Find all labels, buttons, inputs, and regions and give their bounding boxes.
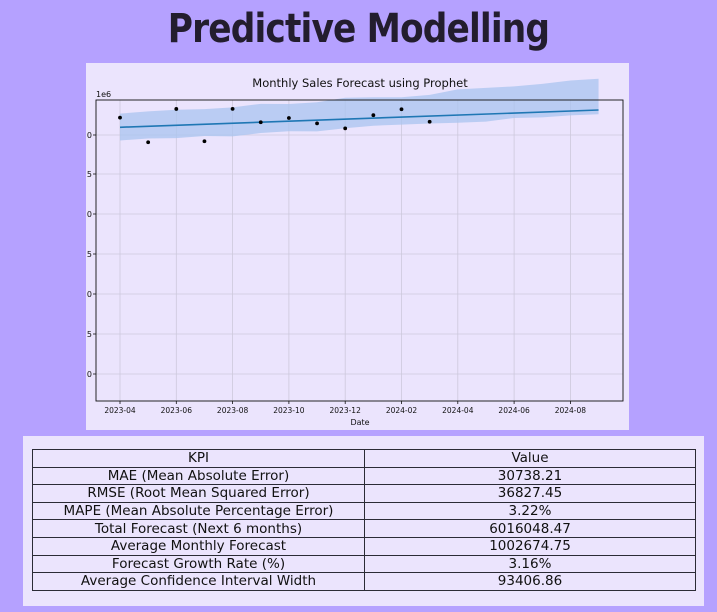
column-header-kpi: KPI (32, 449, 365, 468)
data-point (258, 120, 263, 125)
kpi-value: 93406.86 (364, 572, 696, 591)
kpi-name: RMSE (Root Mean Squared Error) (32, 484, 365, 503)
kpi-value: 6016048.47 (364, 519, 696, 538)
data-point (202, 139, 207, 144)
kpi-name: Average Confidence Interval Width (32, 572, 365, 591)
x-tick-label: 2023-04 (104, 406, 136, 415)
table-row: Average Monthly Forecast 1002674.75 (32, 536, 696, 556)
kpi-name: Total Forecast (Next 6 months) (32, 519, 365, 538)
data-point (118, 115, 122, 120)
data-point (230, 106, 235, 111)
data-point (427, 119, 432, 124)
page-title: Predictive Modelling (167, 6, 550, 52)
x-tick-label: 2023-06 (161, 406, 193, 415)
y-tick-label: 0 (87, 131, 92, 140)
table-header-row: KPI Value (32, 449, 696, 468)
kpi-name: Forecast Growth Rate (%) (32, 554, 365, 574)
y-tick-label: 5 (87, 170, 92, 179)
x-tick-label: 2024-06 (498, 406, 530, 415)
table-row: Forecast Growth Rate (%) 3.16% (32, 554, 696, 574)
table-row: Total Forecast (Next 6 months) 6016048.4… (32, 519, 696, 538)
y-tick-label: 5 (87, 250, 92, 259)
table-row: MAE (Mean Absolute Error) 30738.21 (32, 466, 696, 486)
axes-frame (95, 99, 624, 402)
y-tick-label: 0 (87, 370, 92, 379)
kpi-value: 30738.21 (364, 466, 696, 486)
data-point (371, 113, 376, 118)
x-tick-label: 2024-08 (555, 406, 587, 415)
table-row: Average Confidence Interval Width 93406.… (32, 572, 696, 591)
x-tick-label: 2023-08 (217, 406, 249, 415)
y-tick-label: 5 (87, 330, 92, 339)
data-point (146, 140, 151, 145)
chart-title: Monthly Sales Forecast using Prophet (252, 76, 468, 90)
plot-area: 0 5 0 5 0 5 0 2023-04 2023-06 2023-08 2023-10 2023-… (87, 78, 624, 415)
kpi-table: KPI Value MAE (Mean Absolute Error) 3073… (32, 449, 696, 591)
forecast-chart: Monthly Sales Forecast using Prophet 1e6… (86, 63, 629, 430)
y-tick-label: 0 (87, 290, 92, 299)
data-point (174, 107, 179, 111)
x-axis-label: Date (350, 418, 369, 427)
kpi-value: 3.22% (364, 501, 696, 521)
kpi-value: 36827.45 (364, 484, 696, 503)
x-tick-label: 2024-02 (386, 406, 418, 415)
kpi-panel: KPI Value MAE (Mean Absolute Error) 3073… (23, 436, 704, 606)
table-row: MAPE (Mean Absolute Percentage Error) 3.… (32, 501, 696, 521)
y-scale-label: 1e6 (96, 90, 111, 99)
chart-svg: Monthly Sales Forecast using Prophet 1e6… (87, 76, 624, 427)
data-point (399, 107, 404, 112)
forecast-line (119, 109, 599, 129)
data-point (343, 126, 348, 131)
kpi-name: MAPE (Mean Absolute Percentage Error) (32, 501, 365, 521)
y-tick-label: 0 (87, 210, 92, 219)
kpi-value: 3.16% (364, 554, 696, 574)
x-tick-label: 2024-04 (442, 406, 474, 415)
column-header-value: Value (364, 449, 696, 468)
confidence-band (120, 78, 599, 141)
x-tick-label: 2023-12 (330, 406, 362, 415)
kpi-name: MAE (Mean Absolute Error) (32, 466, 365, 486)
kpi-value: 1002674.75 (364, 536, 696, 556)
x-tick-label: 2023-10 (273, 406, 305, 415)
table-row: RMSE (Root Mean Squared Error) 36827.45 (32, 484, 696, 503)
data-point (315, 121, 319, 126)
data-point (287, 116, 291, 120)
kpi-name: Average Monthly Forecast (32, 536, 365, 556)
